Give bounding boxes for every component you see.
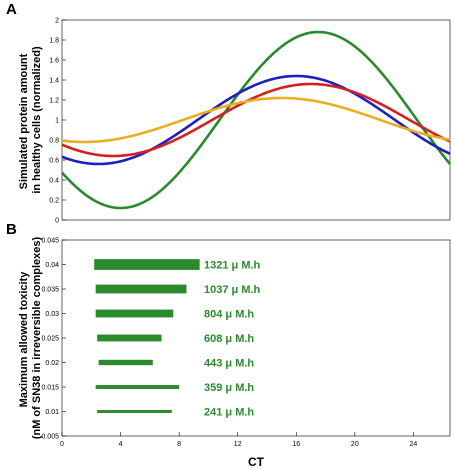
- panel-a-y-ticks: 0 0.2 0.4 0.6 0.8 1 1.2 1.4 1.6 1.8 2: [49, 18, 59, 225]
- panel-a-chart: 0 0.2 0.4 0.6 0.8 1 1.2 1.4 1.6 1.8 2 Simulated pr…: [18, 18, 452, 225]
- toxicity-bar-label: 804 μ M.h: [204, 309, 254, 321]
- panel-b-ytick-label: 0.005: [41, 434, 59, 441]
- toxicity-bar-label: 241 μ M.h: [204, 407, 254, 419]
- toxicity-bar-label: 359 μ M.h: [204, 382, 254, 394]
- panel-b-ytick-label: 0.035: [41, 287, 59, 294]
- panel-a-ytick-label: 1.6: [49, 58, 59, 65]
- panel-b-xtick-label: 12: [234, 441, 242, 448]
- panel-a-ylabel-line-1: Simulated protein amount: [18, 53, 30, 189]
- toxicity-bar-label: 443 μ M.h: [204, 358, 254, 370]
- panel-b-ylabel: Maximum allowed toxicity (nM of SN38 in …: [18, 236, 43, 439]
- series-line-blue: [61, 74, 451, 166]
- panel-a-ytick-label: 1: [55, 118, 59, 125]
- panel-a-series: [61, 30, 452, 210]
- panel-a-ylabel: Simulated protein amount in healthy cell…: [18, 46, 43, 194]
- toxicity-bar: [97, 334, 162, 342]
- panel-b-ytick-label: 0.02: [45, 360, 59, 367]
- panel-a-ytick-label: 1.2: [49, 98, 59, 105]
- panel-b-ylabel-line-2: (nM of SN38 in irreversible complexes): [31, 236, 43, 439]
- toxicity-bar: [95, 385, 180, 389]
- panel-b-xtick-label: 24: [409, 441, 417, 448]
- panel-b-xtick-label: 4: [119, 441, 123, 448]
- toxicity-bar-label: 608 μ M.h: [204, 333, 254, 345]
- panel-b-xtick-label: 8: [177, 441, 181, 448]
- toxicity-bar: [98, 359, 153, 366]
- panel-a-ylabel-line-2: in healthy cells (normalized): [31, 46, 43, 194]
- panel-b-letter: B: [6, 221, 17, 238]
- panel-b-ytick-label: 0.015: [41, 385, 59, 392]
- panel-b-xtick-label: 0: [60, 441, 64, 448]
- panel-a-ytick-label: 0.4: [49, 178, 59, 185]
- panel-a-ytick-label: 0: [55, 218, 59, 225]
- panel-b-ytick-label: 0.01: [45, 409, 59, 416]
- toxicity-bar: [97, 410, 172, 413]
- panel-b-ytick-label: 0.03: [45, 311, 59, 318]
- panel-b-x-ticks: 0 4 8 12 16 20 24: [60, 441, 417, 448]
- panel-b-xtick-label: 20: [351, 441, 359, 448]
- panel-b-grid: [61, 239, 414, 437]
- toxicity-bar-label: 1037 μ M.h: [204, 284, 261, 296]
- series-line-orange: [61, 96, 451, 144]
- panel-b-bars: 1321 μ M.h 1037 μ M.h 804 μ M.h 608 μ M.h 44…: [94, 259, 261, 419]
- toxicity-bar-label: 1321 μ M.h: [204, 260, 261, 272]
- panel-b-ytick-label: 0.04: [45, 262, 59, 269]
- panel-b-xlabel: CT: [248, 455, 265, 469]
- panel-b-ylabel-line-1: Maximum allowed toxicity: [18, 271, 30, 408]
- panel-a-ytick-label: 2: [55, 18, 59, 25]
- panel-a-ytick-label: 1.8: [49, 38, 59, 45]
- panel-b-ytick-label: 0.045: [41, 238, 59, 245]
- panel-b-chart: 0.005 0.01 0.015 0.02 0.025 0.03 0.035 0.04 0.04…: [18, 236, 451, 469]
- panel-a-ytick-label: 0.6: [49, 158, 59, 165]
- toxicity-bar: [95, 284, 187, 294]
- toxicity-bar: [95, 309, 174, 318]
- panel-a-ytick-label: 0.2: [49, 198, 59, 205]
- panel-a-grid: [62, 19, 66, 221]
- series-line-green: [61, 30, 452, 210]
- series-line-red: [61, 82, 451, 158]
- panel-a-frame: [61, 19, 451, 221]
- panel-a-ytick-label: 0.8: [49, 138, 59, 145]
- panel-b-y-ticks: 0.005 0.01 0.015 0.02 0.025 0.03 0.035 0.04 0.04…: [41, 238, 59, 441]
- panel-b-ytick-label: 0.025: [41, 336, 59, 343]
- toxicity-bar: [94, 259, 200, 270]
- panel-a-ytick-label: 1.4: [49, 78, 59, 85]
- panel-a-letter: A: [6, 1, 17, 18]
- panel-b-xtick-label: 16: [292, 441, 300, 448]
